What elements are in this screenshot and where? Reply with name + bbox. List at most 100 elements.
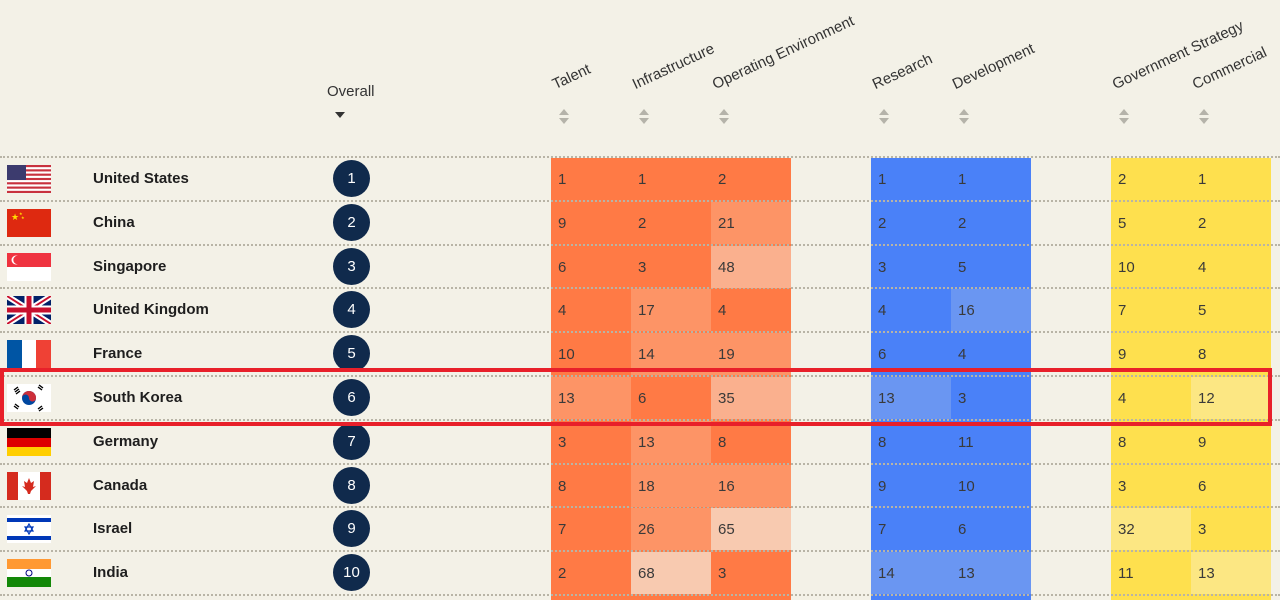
talent-rank-value: 10 — [558, 346, 575, 363]
sort-commercial-icon[interactable] — [1199, 109, 1209, 127]
commercial-rank-cell: 12 — [1191, 377, 1271, 419]
development-rank-cell: 16 — [951, 289, 1031, 331]
talent-rank-value: 4 — [558, 302, 567, 319]
commercial-rank-value: 8 — [1198, 346, 1207, 363]
country-name[interactable]: Germany — [93, 433, 159, 450]
commercial-rank-cell: 4 — [1191, 246, 1271, 288]
sort-government-strategy-icon[interactable] — [1119, 109, 1129, 127]
row-divider — [0, 594, 1280, 596]
operating-environment-rank-value: 3 — [718, 565, 727, 582]
operating-environment-rank-value: 16 — [718, 478, 735, 495]
development-rank-value: 11 — [958, 434, 974, 451]
government-strategy-rank-value: 9 — [1118, 346, 1127, 363]
development-rank-value: 6 — [958, 521, 967, 538]
sort-overall-icon[interactable] — [335, 108, 345, 126]
row-divider — [0, 375, 1280, 377]
operating-environment-rank-cell: 8 — [711, 421, 791, 463]
research-rank-value: 4 — [878, 302, 887, 319]
header-development[interactable]: Development — [949, 40, 1038, 93]
canada-flag-icon — [7, 472, 51, 500]
infrastructure-rank-cell: 18 — [631, 465, 711, 507]
operating-environment-rank-cell: 2 — [711, 158, 791, 200]
infrastructure-rank-cell: 13 — [631, 421, 711, 463]
infrastructure-rank-value: 18 — [638, 478, 655, 495]
research-rank-cell: 7 — [871, 508, 951, 550]
france-flag-icon — [7, 340, 51, 368]
country-name[interactable]: United Kingdom — [93, 301, 209, 318]
table-row[interactable]: India 10 2 68 3 14 13 11 13 — [0, 551, 1280, 595]
infrastructure-rank-value: 6 — [638, 390, 647, 407]
svg-text:★: ★ — [21, 215, 25, 220]
germany-flag-icon — [7, 428, 51, 456]
sort-research-icon[interactable] — [879, 109, 889, 127]
development-rank-cell: 10 — [951, 465, 1031, 507]
row-divider — [0, 419, 1280, 421]
infrastructure-rank-cell: 1 — [631, 158, 711, 200]
header-research[interactable]: Research — [869, 50, 936, 93]
row-divider — [0, 331, 1280, 333]
operating-environment-rank-value: 2 — [718, 171, 727, 188]
overall-rank-badge: 8 — [333, 467, 370, 504]
commercial-rank-value: 9 — [1198, 434, 1207, 451]
development-rank-cell: 3 — [951, 377, 1031, 419]
government-strategy-rank-value: 5 — [1118, 215, 1127, 232]
government-strategy-rank-cell: 32 — [1111, 508, 1191, 550]
header-talent[interactable]: Talent — [549, 60, 594, 93]
country-name[interactable]: China — [93, 214, 135, 231]
table-row[interactable]: Germany 7 3 13 8 8 11 8 9 — [0, 420, 1280, 464]
country-name[interactable]: India — [93, 564, 129, 581]
sort-operating-environment-icon[interactable] — [719, 109, 729, 127]
table-row[interactable]: United Kingdom 4 4 17 4 4 16 7 5 — [0, 288, 1280, 332]
row-divider — [0, 156, 1280, 158]
overall-rank-badge: 5 — [333, 335, 370, 372]
talent-rank-value: 1 — [558, 171, 567, 188]
overall-rank-badge: 10 — [333, 554, 370, 591]
header-overall[interactable]: Overall — [327, 83, 375, 100]
header-operating-environment[interactable]: Operating Environment — [709, 12, 857, 94]
research-rank-value: 13 — [878, 390, 895, 407]
talent-rank-value: 2 — [558, 565, 567, 582]
us-flag-icon — [7, 165, 51, 193]
country-name[interactable]: South Korea — [93, 389, 183, 406]
research-rank-value: 6 — [878, 346, 887, 363]
government-strategy-rank-cell: 3 — [1111, 465, 1191, 507]
country-name[interactable]: Singapore — [93, 258, 167, 275]
development-rank-cell: 11 — [951, 421, 1031, 463]
table-row[interactable]: ★ ★ ★ China 2 9 2 21 2 2 5 2 — [0, 201, 1280, 245]
table-row[interactable]: Singapore 3 6 3 48 3 5 10 4 — [0, 245, 1280, 289]
development-rank-value: 3 — [958, 390, 967, 407]
talent-rank-cell: 9 — [551, 202, 631, 244]
sort-talent-icon[interactable] — [559, 109, 569, 127]
country-name[interactable]: Canada — [93, 477, 148, 494]
infrastructure-rank-value: 26 — [638, 521, 655, 538]
table-row[interactable]: Canada 8 8 18 16 9 10 3 6 — [0, 464, 1280, 508]
header-government-strategy[interactable]: Government Strategy — [1109, 17, 1247, 94]
commercial-rank-value: 6 — [1198, 478, 1207, 495]
row-divider — [0, 287, 1280, 289]
sort-development-icon[interactable] — [959, 109, 969, 127]
commercial-rank-value: 1 — [1198, 171, 1207, 188]
commercial-rank-value: 12 — [1198, 390, 1215, 407]
table-row[interactable]: South Korea 6 13 6 35 13 3 4 12 — [0, 376, 1280, 420]
commercial-rank-cell: 8 — [1191, 333, 1271, 375]
sort-infrastructure-icon[interactable] — [639, 109, 649, 127]
research-rank-cell: 2 — [871, 202, 951, 244]
overall-rank-badge: 4 — [333, 291, 370, 328]
research-rank-cell: 1 — [871, 158, 951, 200]
header-infrastructure[interactable]: Infrastructure — [629, 40, 718, 93]
government-strategy-rank-value: 11 — [1118, 565, 1134, 582]
table-row[interactable]: Israel 9 7 26 65 7 6 32 3 — [0, 507, 1280, 551]
development-rank-value: 5 — [958, 259, 967, 276]
operating-environment-rank-cell: 48 — [711, 246, 791, 288]
commercial-rank-cell: 5 — [1191, 289, 1271, 331]
row-divider — [0, 550, 1280, 552]
research-rank-cell: 4 — [871, 289, 951, 331]
country-name[interactable]: United States — [93, 170, 189, 187]
government-strategy-rank-cell: 7 — [1111, 289, 1191, 331]
country-name[interactable]: France — [93, 345, 143, 362]
operating-environment-rank-value: 48 — [718, 259, 735, 276]
table-row[interactable]: United States 1 1 1 2 1 1 2 1 — [0, 157, 1280, 201]
country-name[interactable]: Israel — [93, 520, 133, 537]
operating-environment-rank-cell: 16 — [711, 465, 791, 507]
table-row[interactable]: France 5 10 14 19 6 4 9 8 — [0, 332, 1280, 376]
